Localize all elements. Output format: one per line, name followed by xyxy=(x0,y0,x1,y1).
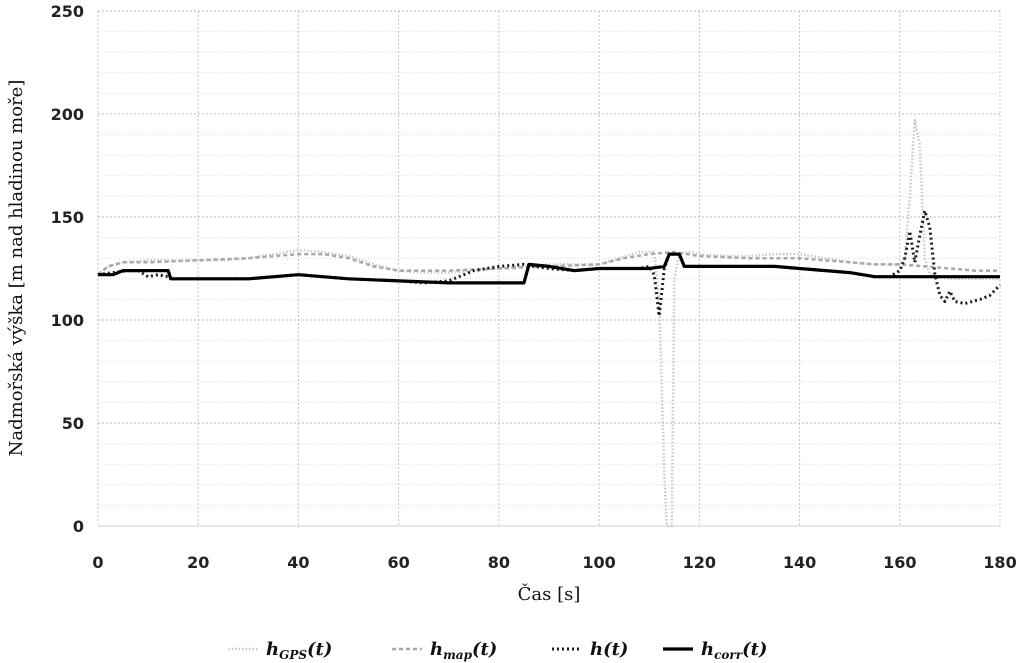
x-tick-label: 20 xyxy=(187,553,209,572)
x-tick-label: 0 xyxy=(92,553,103,572)
x-tick-label: 40 xyxy=(287,553,309,572)
tick-layer: 0 50 100 150 200 250 0 20 40 60 80 100 120 140 160 180 xyxy=(51,2,1017,572)
legend-label-h: h(t) xyxy=(590,639,628,660)
y-axis-title: Nadmořská výška [m nad hladinou moře] xyxy=(6,80,27,457)
x-axis-title: Čas [s] xyxy=(518,582,581,605)
y-tick-label: 50 xyxy=(62,414,84,433)
y-tick-label: 150 xyxy=(51,208,84,227)
y-tick-label: 200 xyxy=(51,105,84,124)
legend-label-GPS: hGPS(t) xyxy=(266,639,332,662)
series-layer xyxy=(97,118,1002,528)
legend-label-corr: hcorr(t) xyxy=(701,639,767,662)
y-tick-label: 0 xyxy=(73,517,84,536)
x-tick-label: 180 xyxy=(983,553,1016,572)
x-tick-label: 120 xyxy=(683,553,716,572)
x-tick-label: 60 xyxy=(388,553,410,572)
x-tick-label: 140 xyxy=(783,553,816,572)
y-tick-label: 250 xyxy=(51,2,84,21)
series-line-map xyxy=(97,250,1000,276)
legend: hGPS(t) hmap(t) h(t) hcorr(t) xyxy=(228,639,767,662)
legend-label-map: hmap(t) xyxy=(430,639,497,662)
x-tick-label: 100 xyxy=(582,553,615,572)
x-tick-label: 160 xyxy=(883,553,916,572)
series-line-corr xyxy=(98,252,1000,285)
x-tick-label: 80 xyxy=(488,553,510,572)
series-line-h xyxy=(97,209,1002,318)
y-tick-label: 100 xyxy=(51,311,84,330)
series-line-GPS xyxy=(97,118,1000,528)
grid-layer xyxy=(97,10,1001,527)
